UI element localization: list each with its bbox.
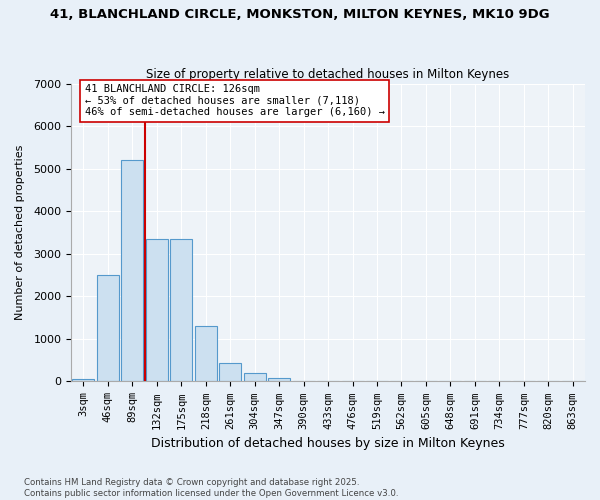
Text: 41 BLANCHLAND CIRCLE: 126sqm
← 53% of detached houses are smaller (7,118)
46% of: 41 BLANCHLAND CIRCLE: 126sqm ← 53% of de… (85, 84, 385, 117)
Bar (170, 239, 192, 382)
Bar (73, 379, 94, 382)
Text: Contains HM Land Registry data © Crown copyright and database right 2025.
Contai: Contains HM Land Registry data © Crown c… (24, 478, 398, 498)
Y-axis label: Number of detached properties: Number of detached properties (15, 145, 25, 320)
Title: Size of property relative to detached houses in Milton Keynes: Size of property relative to detached ho… (146, 68, 510, 81)
Text: 41, BLANCHLAND CIRCLE, MONKSTON, MILTON KEYNES, MK10 9DG: 41, BLANCHLAND CIRCLE, MONKSTON, MILTON … (50, 8, 550, 20)
Bar (121, 160, 143, 382)
X-axis label: Distribution of detached houses by size in Milton Keynes: Distribution of detached houses by size … (151, 437, 505, 450)
Bar (219, 363, 241, 382)
Bar (244, 373, 266, 382)
Bar (195, 326, 217, 382)
Bar (268, 378, 290, 382)
Bar (97, 275, 119, 382)
Bar (146, 239, 168, 382)
